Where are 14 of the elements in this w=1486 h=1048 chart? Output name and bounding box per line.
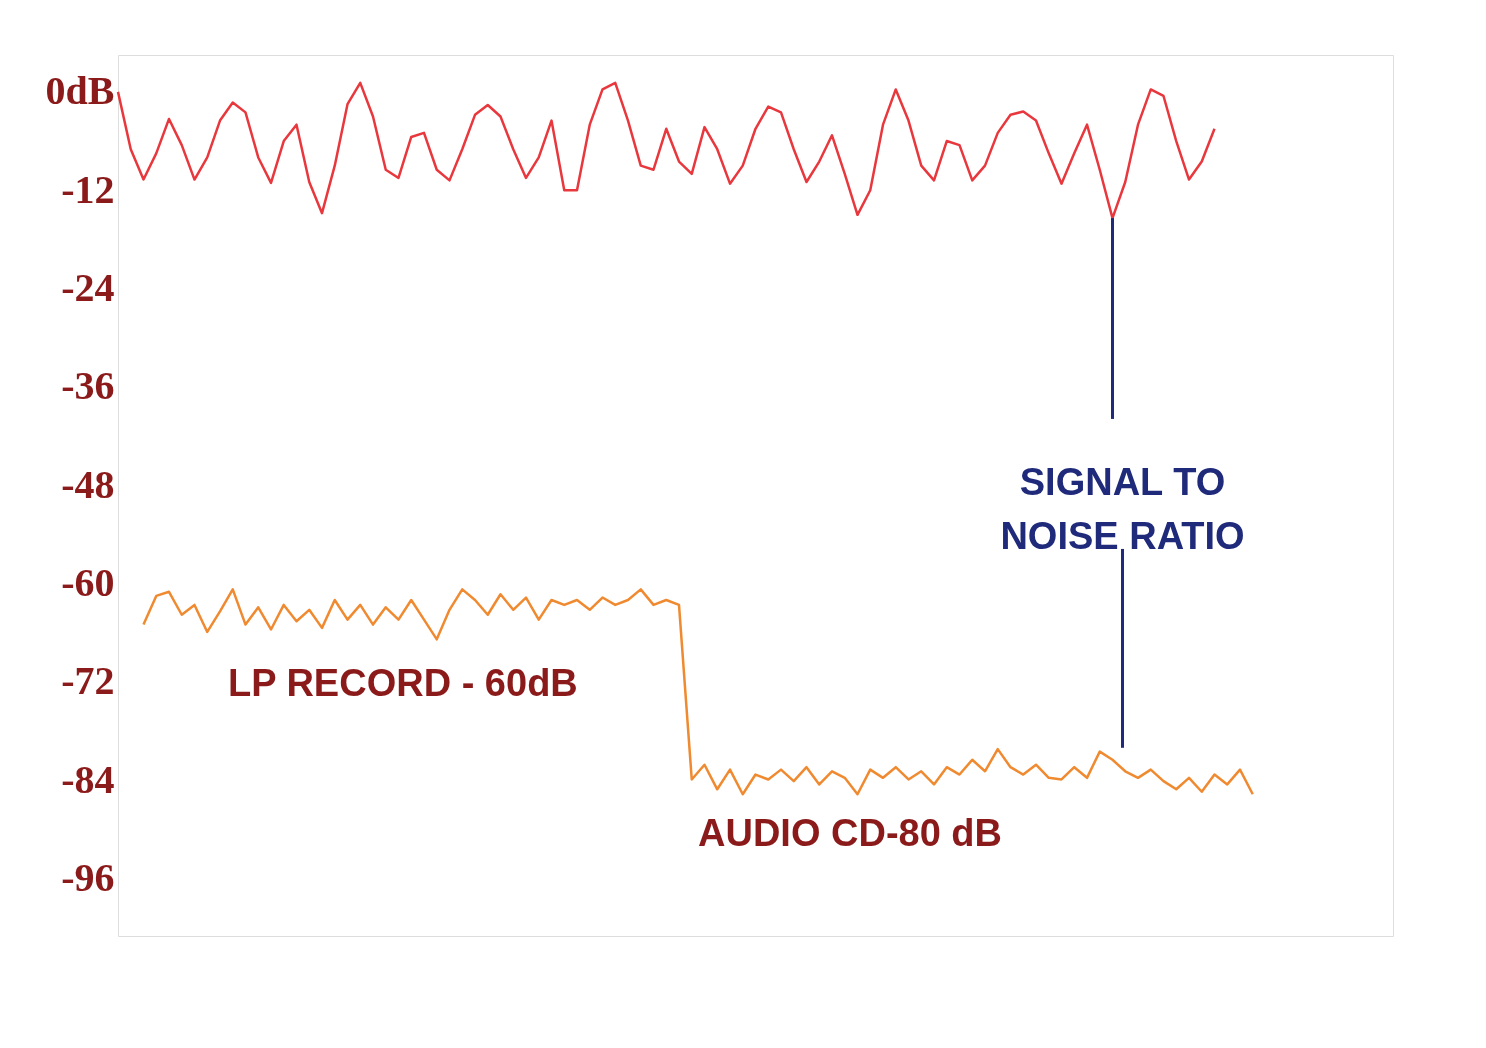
y-tick-label: 0dB [45, 68, 115, 114]
y-tick-label: -36 [61, 363, 115, 409]
y-tick-label: -48 [61, 461, 115, 507]
line-series [142, 588, 1254, 796]
line-series [116, 81, 1216, 220]
annotation: AUDIO CD-80 dB [698, 812, 1003, 854]
annotation: SIGNAL TO NOISE RATIO [1000, 460, 1245, 557]
y-tick-label: -84 [61, 756, 115, 802]
y-tick-label: -96 [61, 855, 115, 901]
y-tick-label: -60 [61, 560, 115, 606]
y-tick-label: -72 [61, 658, 115, 704]
y-tick-label: -12 [61, 166, 115, 212]
annotation: LP RECORD - 60dB [228, 662, 578, 704]
y-tick-label: -24 [61, 265, 115, 311]
